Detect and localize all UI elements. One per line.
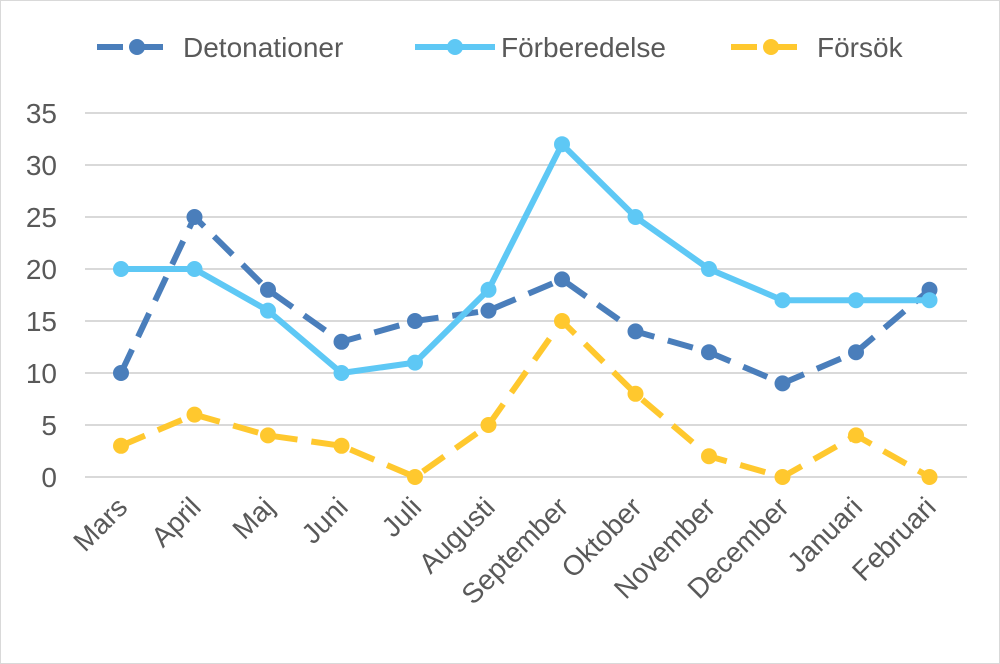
data-point	[260, 427, 276, 444]
x-tick-label: April	[145, 491, 207, 553]
data-point	[333, 365, 350, 381]
data-point	[260, 302, 276, 319]
data-point	[186, 209, 203, 225]
legend-swatch-marker	[129, 39, 145, 55]
y-tick-label: 15	[26, 306, 57, 337]
legend: Detonationer Förberedelse Försök	[97, 32, 904, 63]
data-point	[407, 469, 423, 485]
data-point	[554, 313, 570, 329]
data-point	[848, 292, 864, 309]
data-point	[848, 427, 864, 444]
series-layer	[113, 136, 938, 485]
y-tick-label: 25	[26, 202, 57, 233]
legend-item: Förberedelse	[415, 32, 666, 63]
x-tick-label: Mars	[67, 491, 133, 557]
data-point	[921, 292, 938, 309]
series-0	[113, 209, 938, 392]
data-point	[333, 437, 350, 454]
data-point	[480, 281, 497, 298]
y-tick-label: 0	[41, 462, 57, 493]
x-tick-label: Juni	[295, 491, 353, 549]
x-axis-ticks: Mars April Maj Juni JuliAugustiSeptemberOkto…	[67, 491, 941, 610]
legend-label: Förberedelse	[501, 32, 666, 63]
data-point	[701, 261, 717, 277]
y-tick-label: 10	[26, 358, 57, 389]
y-axis-ticks: 0 5 10 15 20 25 30 35	[26, 98, 57, 493]
data-point	[113, 437, 129, 454]
legend-label: Detonationer	[183, 32, 343, 63]
data-point	[701, 448, 717, 465]
x-tick-label: Juli	[376, 491, 428, 543]
data-point	[774, 292, 791, 309]
data-point	[407, 354, 423, 371]
y-tick-label: 20	[26, 254, 57, 285]
data-point	[554, 136, 570, 153]
data-point	[407, 313, 423, 329]
data-point	[260, 281, 276, 298]
y-tick-label: 5	[41, 410, 57, 441]
legend-label: Försök	[817, 32, 904, 63]
data-point	[627, 385, 644, 402]
data-point	[627, 323, 644, 340]
data-point	[186, 406, 203, 423]
data-point	[774, 469, 791, 485]
legend-item: Detonationer	[97, 32, 343, 63]
data-point	[701, 344, 717, 361]
x-tick-label: Maj	[226, 491, 280, 545]
series-1	[113, 136, 938, 381]
series-line	[119, 318, 931, 480]
data-point	[921, 469, 938, 485]
legend-item: Försök	[731, 32, 904, 63]
y-tick-label: 35	[26, 98, 57, 129]
legend-swatch-marker	[447, 39, 463, 55]
y-tick-label: 30	[26, 150, 57, 181]
legend-swatch-marker	[763, 39, 779, 55]
data-point	[186, 261, 203, 277]
data-point	[848, 344, 864, 361]
data-point	[627, 209, 644, 225]
series-line	[118, 214, 932, 387]
data-point	[113, 365, 129, 381]
data-point	[480, 302, 497, 319]
data-point	[333, 333, 350, 350]
series-line	[121, 141, 930, 376]
data-point	[554, 271, 570, 288]
data-point	[113, 261, 129, 277]
data-point	[480, 417, 497, 433]
series-2	[113, 313, 938, 485]
data-point	[774, 375, 791, 392]
